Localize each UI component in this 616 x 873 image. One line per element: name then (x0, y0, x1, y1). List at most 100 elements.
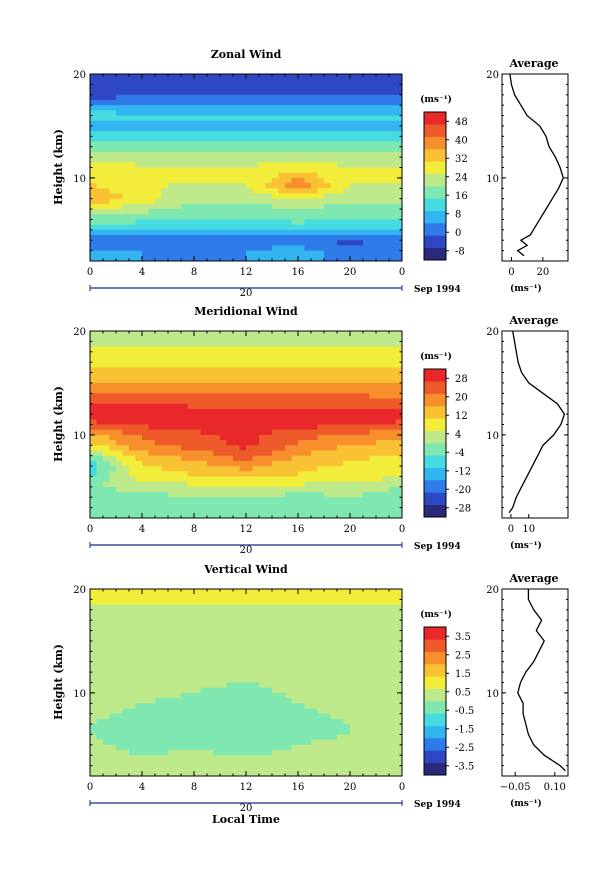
heatmap-cell (239, 604, 247, 611)
profile-title: Average (508, 572, 558, 585)
heatmap-cell (233, 188, 240, 194)
heatmap-cell (252, 131, 260, 137)
colorbar-unit: (ms⁻¹) (420, 351, 452, 362)
heatmap-cell (291, 382, 299, 389)
heatmap-cell (122, 620, 130, 626)
heatmap-cell (278, 146, 286, 153)
heatmap-cell (369, 440, 377, 446)
heatmap-cell (200, 750, 208, 756)
heatmap-cell (265, 640, 273, 647)
heatmap-cell (207, 255, 214, 262)
heatmap-cell (226, 502, 234, 509)
heatmap-cell (220, 466, 227, 472)
heatmap-cell (213, 240, 221, 246)
heatmap-cell (382, 115, 390, 122)
heatmap-cell (376, 219, 383, 226)
heatmap-cell (174, 661, 182, 668)
heatmap-cell (90, 739, 97, 746)
heatmap-cell (103, 481, 110, 488)
heatmap-cell (161, 382, 169, 389)
heatmap-cell (246, 331, 253, 337)
heatmap-cell (207, 471, 214, 477)
heatmap-cell (142, 214, 149, 220)
colorbar-swatch (424, 480, 446, 493)
heatmap-cell (356, 429, 364, 436)
heatmap-cell (382, 414, 390, 420)
heatmap-cell (311, 125, 318, 132)
heatmap-cell (252, 770, 260, 777)
heatmap-cell (103, 620, 110, 626)
heatmap-cell (220, 115, 227, 122)
heatmap-cell (382, 403, 390, 410)
colorbar-swatch (424, 443, 446, 456)
heatmap-cell (246, 356, 253, 363)
heatmap-cell (90, 346, 97, 353)
heatmap-cell (337, 151, 344, 158)
heatmap-cell (252, 445, 260, 451)
heatmap-cell (207, 388, 214, 394)
heatmap-cell (220, 131, 227, 137)
heatmap-cell (155, 162, 162, 168)
heatmap-cell (135, 713, 143, 720)
heatmap-cell (109, 125, 117, 132)
heatmap-cell (233, 79, 240, 85)
heatmap-cell (376, 229, 383, 236)
heatmap-cell (90, 188, 97, 194)
heatmap-cell (213, 440, 221, 446)
heatmap-cell (174, 99, 182, 106)
heatmap-cell (155, 245, 162, 252)
heatmap-cell (317, 84, 325, 90)
heatmap-cell (363, 84, 370, 90)
heatmap-cell (122, 640, 130, 647)
heatmap-cell (291, 84, 299, 90)
heatmap-cell (226, 620, 234, 626)
heatmap-cell (285, 167, 292, 174)
heatmap-cell (200, 219, 208, 226)
heatmap-cell (356, 177, 364, 184)
heatmap-cell (181, 440, 188, 446)
heatmap-cell (246, 744, 253, 751)
heatmap-cell (259, 594, 266, 600)
heatmap-cell (226, 471, 234, 477)
heatmap-cell (337, 219, 344, 226)
heatmap-cell (116, 331, 123, 337)
heatmap-cell (207, 620, 214, 626)
heatmap-cell (369, 388, 377, 394)
heatmap-cell (272, 434, 279, 441)
heatmap-cell (148, 677, 156, 683)
heatmap-cell (363, 466, 370, 472)
heatmap-cell (304, 110, 312, 116)
heatmap-cell (226, 157, 234, 163)
heatmap-cell (337, 341, 344, 347)
heatmap-cell (90, 750, 97, 756)
heatmap-cell (343, 99, 351, 106)
heatmap-cell (395, 115, 403, 122)
heatmap-cell (103, 377, 110, 384)
heatmap-cell (291, 172, 299, 179)
heatmap-cell (181, 625, 188, 631)
heatmap-cell (272, 739, 279, 746)
heatmap-cell (356, 131, 364, 137)
heatmap-cell (142, 760, 149, 767)
heatmap-cell (330, 157, 338, 163)
heatmap-cell (103, 336, 110, 342)
heatmap-cell (343, 512, 351, 519)
heatmap-cell (207, 331, 214, 337)
heatmap-cell (129, 750, 136, 756)
heatmap-cell (278, 382, 286, 389)
heatmap-cell (350, 460, 357, 467)
heatmap-cell (291, 141, 299, 148)
heatmap-cell (220, 157, 227, 163)
heatmap-cell (168, 94, 175, 101)
heatmap-cell (272, 620, 279, 626)
heatmap-cell (226, 687, 234, 694)
heatmap-cell (304, 120, 312, 127)
heatmap-cell (135, 666, 143, 673)
heatmap-cell (116, 640, 123, 647)
heatmap-cell (168, 625, 175, 631)
heatmap-cell (278, 434, 286, 441)
heatmap-cell (246, 471, 253, 477)
heatmap-cell (129, 434, 136, 441)
heatmap-cell (259, 507, 266, 514)
heatmap-cell (90, 177, 97, 184)
